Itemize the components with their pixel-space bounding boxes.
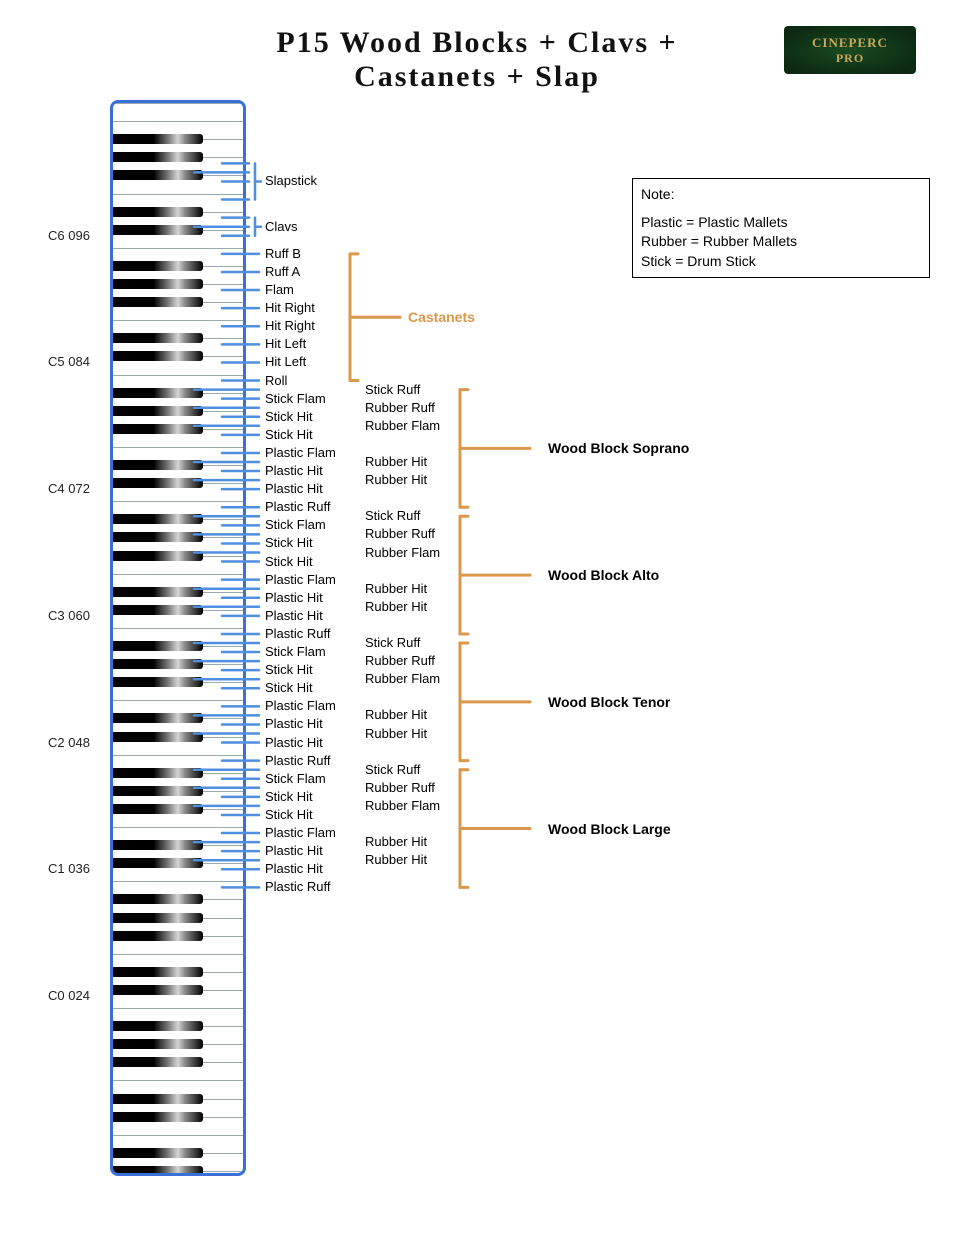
octave-label: C4 072 xyxy=(48,481,90,496)
map-label: Plastic Flam xyxy=(265,445,336,460)
map-label: Rubber Ruff xyxy=(365,653,435,668)
map-label: Plastic Flam xyxy=(265,698,336,713)
group-label-woodblock: Wood Block Soprano xyxy=(548,440,689,456)
map-label: Ruff B xyxy=(265,246,301,261)
map-label: Rubber Flam xyxy=(365,418,440,433)
map-label: Rubber Hit xyxy=(365,834,427,849)
map-label: Flam xyxy=(265,282,294,297)
map-label: Plastic Hit xyxy=(265,861,323,876)
map-label: Stick Ruff xyxy=(365,382,420,397)
map-label: Plastic Hit xyxy=(265,481,323,496)
map-label: Rubber Hit xyxy=(365,454,427,469)
map-label: Rubber Hit xyxy=(365,726,427,741)
map-label: Stick Hit xyxy=(265,662,313,677)
map-label: Stick Hit xyxy=(265,789,313,804)
map-label: Stick Hit xyxy=(265,535,313,550)
group-label-castanets: Castanets xyxy=(408,309,475,325)
group-label-woodblock: Wood Block Tenor xyxy=(548,694,670,710)
octave-label: C6 096 xyxy=(48,228,90,243)
map-label: Clavs xyxy=(265,219,298,234)
map-label: Rubber Hit xyxy=(365,852,427,867)
map-label: Rubber Ruff xyxy=(365,526,435,541)
map-label: Plastic Hit xyxy=(265,463,323,478)
octave-label: C3 060 xyxy=(48,608,90,623)
map-label: Stick Hit xyxy=(265,427,313,442)
map-label: Stick Hit xyxy=(265,680,313,695)
map-label: Rubber Hit xyxy=(365,472,427,487)
map-label: Stick Hit xyxy=(265,554,313,569)
map-label: Stick Ruff xyxy=(365,508,420,523)
map-label: Plastic Hit xyxy=(265,716,323,731)
map-label: Stick Hit xyxy=(265,807,313,822)
map-label: Stick Flam xyxy=(265,771,326,786)
map-label: Stick Flam xyxy=(265,644,326,659)
map-label: Plastic Hit xyxy=(265,735,323,750)
map-label: Hit Left xyxy=(265,354,306,369)
map-label: Stick Flam xyxy=(265,517,326,532)
octave-label: C5 084 xyxy=(48,354,90,369)
group-label-woodblock: Wood Block Large xyxy=(548,821,671,837)
map-label: Stick Hit xyxy=(265,409,313,424)
map-label: Rubber Flam xyxy=(365,798,440,813)
map-label: Hit Right xyxy=(265,300,315,315)
map-label: Rubber Ruff xyxy=(365,780,435,795)
map-label: Hit Right xyxy=(265,318,315,333)
map-label: Plastic Ruff xyxy=(265,626,331,641)
map-label: Stick Flam xyxy=(265,391,326,406)
group-label-woodblock: Wood Block Alto xyxy=(548,567,659,583)
map-label: Plastic Flam xyxy=(265,825,336,840)
map-label: Rubber Hit xyxy=(365,581,427,596)
mapping-overlay xyxy=(0,0,954,1235)
map-label: Plastic Hit xyxy=(265,608,323,623)
map-label: Plastic Hit xyxy=(265,590,323,605)
octave-label: C1 036 xyxy=(48,861,90,876)
map-label: Ruff A xyxy=(265,264,300,279)
map-label: Plastic Ruff xyxy=(265,753,331,768)
map-label: Rubber Hit xyxy=(365,707,427,722)
octave-label: C0 024 xyxy=(48,988,90,1003)
map-label: Rubber Flam xyxy=(365,671,440,686)
map-label: Rubber Hit xyxy=(365,599,427,614)
map-label: Plastic Flam xyxy=(265,572,336,587)
map-label: Slapstick xyxy=(265,173,317,188)
map-label: Rubber Flam xyxy=(365,545,440,560)
map-label: Roll xyxy=(265,373,287,388)
map-label: Plastic Ruff xyxy=(265,499,331,514)
octave-label: C2 048 xyxy=(48,735,90,750)
map-label: Plastic Ruff xyxy=(265,879,331,894)
map-label: Plastic Hit xyxy=(265,843,323,858)
map-label: Hit Left xyxy=(265,336,306,351)
map-label: Rubber Ruff xyxy=(365,400,435,415)
map-label: Stick Ruff xyxy=(365,635,420,650)
map-label: Stick Ruff xyxy=(365,762,420,777)
